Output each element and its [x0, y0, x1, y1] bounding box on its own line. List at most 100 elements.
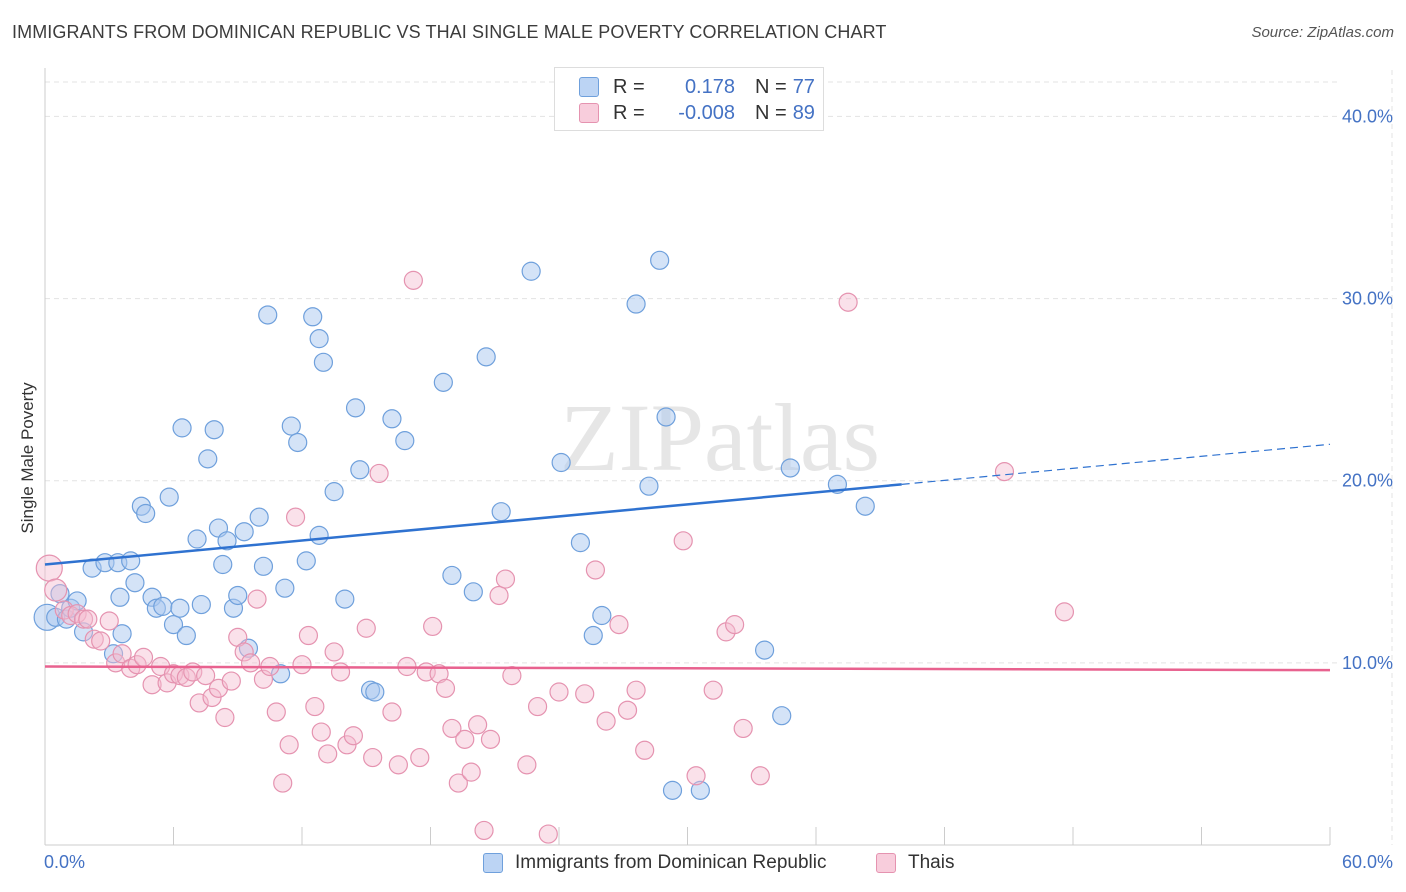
- point-thais: [112, 644, 132, 664]
- point-dominican: [335, 589, 355, 609]
- point-dominican: [198, 449, 218, 469]
- point-thais: [382, 702, 402, 722]
- point-dominican: [583, 625, 603, 646]
- point-dominican: [253, 556, 274, 576]
- point-thais: [549, 682, 569, 702]
- point-thais: [733, 718, 753, 739]
- point-dominican: [204, 420, 224, 440]
- point-thais: [234, 642, 254, 662]
- point-dominican: [772, 706, 792, 726]
- point-thais: [84, 629, 104, 649]
- point-dominican: [172, 418, 192, 438]
- point-dominican: [234, 522, 254, 542]
- point-dominican: [159, 487, 179, 507]
- point-dominican: [780, 458, 800, 478]
- point-dominican: [491, 502, 511, 522]
- legend-n-label: N =: [755, 101, 787, 124]
- point-thais: [247, 589, 267, 609]
- point-thais: [388, 755, 408, 775]
- point-dominican: [395, 431, 415, 451]
- point-thais: [596, 711, 616, 731]
- point-dominican: [570, 533, 591, 553]
- point-dominican: [365, 682, 385, 702]
- trendline-thais: [44, 665, 1331, 672]
- axes: [44, 68, 1331, 846]
- point-dominican: [650, 250, 670, 270]
- point-thais: [273, 773, 293, 793]
- legend-r-label: R =: [613, 101, 645, 124]
- legend-swatch-blue: [579, 77, 599, 97]
- point-thais: [73, 609, 94, 629]
- point-dominican: [296, 551, 316, 571]
- point-dominican: [463, 582, 483, 602]
- point-thais: [838, 292, 858, 312]
- point-thais: [189, 693, 209, 713]
- trendline-dominican: [44, 483, 902, 566]
- point-dominican: [662, 780, 683, 800]
- point-thais: [305, 696, 325, 717]
- point-thais: [241, 653, 261, 673]
- grid-lines: [45, 70, 1393, 845]
- trend-lines: [44, 443, 1331, 672]
- point-dominican: [153, 596, 173, 616]
- point-dominican: [125, 573, 145, 593]
- point-thais: [575, 684, 595, 704]
- point-dominican: [191, 594, 211, 615]
- legend-item-thais[interactable]: Thais: [876, 852, 954, 874]
- point-thais: [285, 507, 306, 527]
- point-thais: [142, 675, 162, 695]
- point-thais: [468, 715, 488, 735]
- legend-swatch-blue: [483, 853, 503, 873]
- point-dominican: [303, 307, 323, 327]
- point-dominican: [110, 587, 130, 607]
- point-dominican: [288, 432, 308, 453]
- point-thais: [403, 270, 423, 290]
- point-thais: [215, 707, 235, 728]
- legend-r-value: 0.178: [684, 75, 735, 98]
- point-dominican: [551, 452, 571, 473]
- y-tick-label: 30.0%: [1342, 289, 1393, 309]
- legend-swatch-pink: [876, 853, 896, 873]
- point-dominican: [121, 551, 141, 571]
- point-thais: [369, 463, 389, 484]
- point-thais: [127, 655, 147, 675]
- point-thais: [626, 680, 646, 700]
- watermark: ZIPatlas: [560, 384, 880, 491]
- legend-row-dominican: R = 0.178 N = 77: [579, 75, 815, 99]
- legend-row-thais: R = -0.008 N = 89: [579, 101, 815, 125]
- point-thais: [725, 615, 745, 635]
- point-dominican: [313, 352, 334, 372]
- point-thais: [474, 820, 494, 841]
- point-thais: [121, 658, 141, 678]
- point-dominican: [217, 531, 237, 551]
- series-thais-points: [35, 270, 1075, 844]
- series-dominican-points: [33, 250, 875, 800]
- point-thais: [99, 611, 119, 631]
- point-thais: [318, 744, 338, 764]
- point-dominican: [324, 482, 344, 502]
- point-dominican: [270, 664, 291, 684]
- point-dominican: [309, 329, 329, 349]
- legend-item-dominican[interactable]: Immigrants from Dominican Republic: [483, 852, 827, 874]
- point-thais: [133, 647, 154, 667]
- point-thais: [343, 726, 363, 746]
- point-thais: [78, 609, 98, 629]
- point-dominican: [249, 507, 269, 527]
- point-dominican: [592, 605, 612, 626]
- correlation-legend: R = 0.178 N = 77 R = -0.008 N = 89: [554, 67, 824, 131]
- point-thais: [91, 631, 111, 651]
- point-dominican: [521, 261, 541, 281]
- y-tick-label: 20.0%: [1342, 471, 1393, 491]
- point-thais: [750, 766, 770, 786]
- y-tick-label: 10.0%: [1342, 653, 1393, 673]
- point-thais: [356, 618, 376, 638]
- point-thais: [1054, 602, 1075, 622]
- point-thais: [686, 766, 706, 786]
- point-thais: [703, 680, 723, 700]
- x-tick-label: 60.0%: [1342, 852, 1393, 872]
- legend-n-label: N =: [755, 75, 787, 98]
- point-dominican: [163, 615, 184, 635]
- point-thais: [455, 729, 475, 749]
- point-dominican: [350, 460, 370, 480]
- point-thais: [461, 762, 481, 782]
